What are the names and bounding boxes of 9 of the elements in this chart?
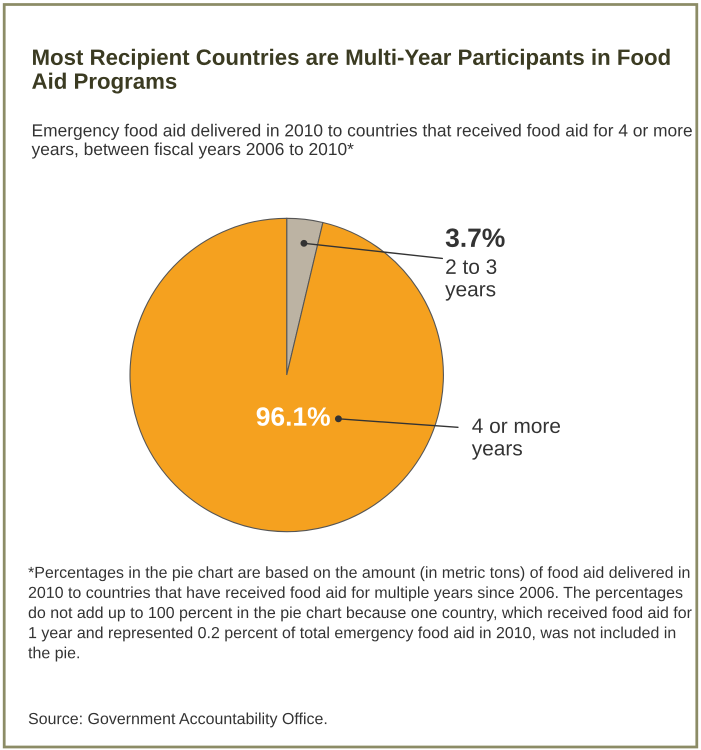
text: *Percentages in the pie chart are based on the amount (in metric tons) of food aid delivered in 2010 to countries that have received food aid for multiple years since 2006. The percentages do not add up to 100 percent in the pie chart because one country, which received food aid for 1 year and represented 0.2 percent of total emergency food aid in 2010, was not included in the pie. bbox=[28, 566, 692, 662]
data-label: 3.7% bbox=[446, 228, 505, 248]
source-note: Source: Government Accountability Office. bbox=[28, 712, 326, 728]
data-label: 96.1% bbox=[256, 407, 330, 426]
slice-label: 4 or more years bbox=[472, 418, 560, 460]
chart-title: Most Recipient Countries are Multi-Year Participants in Food Aid Programs bbox=[32, 48, 670, 94]
chart-subtitle: Emergency food aid delivered in 2010 to countries that received food aid for 4 or more years, between fiscal years 2006 to 2010* bbox=[32, 124, 692, 159]
pie-slice bbox=[129, 218, 444, 532]
slice-label: 2 to 3 years bbox=[445, 259, 496, 301]
